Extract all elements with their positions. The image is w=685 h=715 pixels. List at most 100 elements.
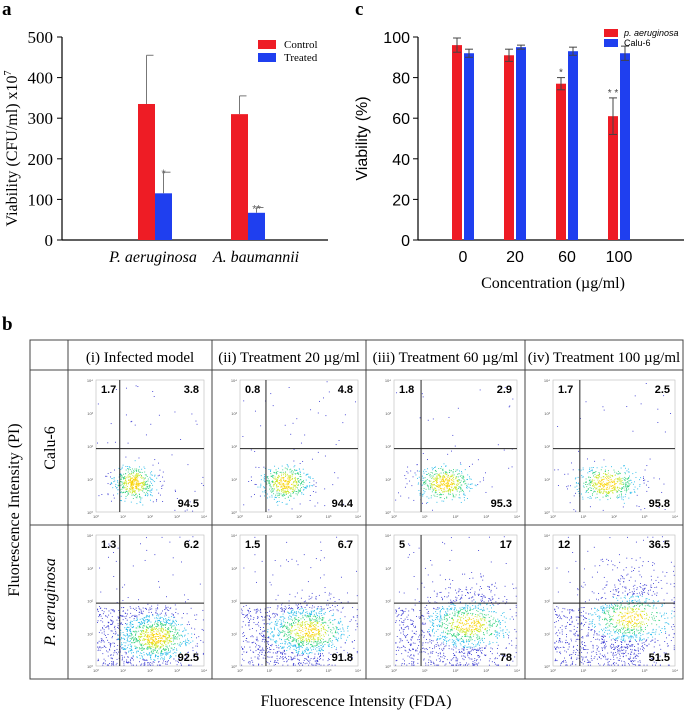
b-event-dot	[594, 491, 596, 493]
b-event-dot	[458, 487, 460, 489]
b-event-dot	[423, 490, 425, 492]
b-event-dot	[129, 480, 131, 482]
b-event-dot	[439, 475, 441, 477]
b-event-dot	[160, 625, 162, 627]
b-event-dot	[173, 621, 175, 622]
b-event-dot	[298, 480, 300, 482]
b-event-dot	[135, 619, 137, 621]
b-event-dot	[456, 473, 458, 475]
b-event-dot	[126, 477, 128, 479]
b-event-dot	[122, 658, 124, 660]
b-event-dot	[280, 479, 282, 481]
b-event-dot	[197, 654, 199, 656]
b-event-dot	[303, 640, 305, 642]
b-event-dot	[284, 484, 286, 486]
b-event-dot	[352, 641, 354, 643]
b-event-dot	[318, 664, 320, 666]
b-event-dot	[128, 479, 129, 481]
b-event-dot	[311, 641, 313, 643]
b-event-dot	[144, 483, 146, 485]
b-event-dot	[274, 641, 275, 643]
b-event-dot	[321, 649, 323, 651]
b-event-dot	[298, 637, 299, 639]
b-event-dot	[136, 473, 138, 475]
b-event-dot	[293, 448, 295, 450]
b-event-dot	[491, 626, 493, 627]
b-event-dot	[324, 488, 326, 490]
b-event-dot	[305, 658, 307, 660]
b-event-dot	[613, 485, 615, 487]
b-event-dot	[147, 603, 149, 605]
b-event-dot	[139, 633, 141, 635]
b-event-dot	[279, 634, 281, 636]
b-event-dot	[324, 631, 326, 633]
b-event-dot	[277, 634, 278, 636]
b-event-dot	[131, 648, 133, 650]
b-event-dot	[134, 609, 136, 611]
b-event-dot	[294, 469, 296, 471]
b-event-dot	[432, 418, 434, 420]
b-event-dot	[175, 608, 177, 610]
b-event-dot	[160, 640, 161, 642]
b-event-dot	[588, 480, 590, 481]
b-event-dot	[597, 474, 599, 476]
b-event-dot	[280, 643, 282, 645]
b-event-dot	[150, 648, 152, 650]
b-event-dot	[169, 631, 171, 633]
b-event-dot	[112, 642, 114, 644]
b-event-dot	[114, 650, 116, 652]
b-event-dot	[147, 490, 149, 492]
b-event-dot	[263, 477, 265, 479]
b-event-dot	[116, 639, 118, 641]
b-event-dot	[142, 482, 144, 484]
b-event-dot	[278, 476, 280, 478]
b-event-dot	[453, 481, 455, 483]
b-event-dot	[459, 491, 460, 493]
b-event-dot	[272, 480, 274, 482]
b-plot-box	[552, 379, 676, 513]
b-event-dot	[137, 650, 139, 652]
b-event-dot	[287, 492, 289, 494]
b-event-dot	[464, 610, 466, 611]
b-event-dot	[157, 619, 159, 621]
b-event-dot	[168, 634, 169, 636]
b-event-dot	[599, 492, 601, 494]
b-event-dot	[443, 483, 445, 485]
b-event-dot	[309, 626, 311, 628]
b-event-dot	[605, 488, 607, 490]
b-event-dot	[257, 638, 258, 640]
b-event-dot	[153, 635, 154, 637]
b-event-dot	[464, 483, 466, 485]
b-event-dot	[265, 492, 266, 494]
b-event-dot	[192, 640, 194, 642]
b-event-dot	[154, 647, 156, 649]
b-event-dot	[290, 488, 292, 490]
b-event-dot	[273, 487, 275, 489]
b-event-dot	[322, 608, 324, 610]
b-event-dot	[147, 615, 149, 617]
b-event-dot	[143, 488, 145, 490]
b-event-dot	[144, 664, 146, 666]
b-event-dot	[353, 640, 355, 642]
b-event-dot	[146, 495, 148, 497]
b-event-dot	[157, 475, 159, 477]
b-event-dot	[273, 616, 275, 618]
b-event-dot	[162, 658, 164, 660]
b-event-dot	[172, 619, 174, 621]
b-event-dot	[313, 484, 315, 486]
b-event-dot	[432, 478, 434, 480]
b-event-dot	[306, 633, 308, 635]
b-event-dot	[243, 660, 245, 662]
b-event-dot	[423, 483, 425, 485]
b-event-dot	[156, 477, 158, 479]
b-event-dot	[613, 486, 615, 488]
b-event-dot	[292, 652, 294, 654]
b-event-dot	[247, 610, 249, 612]
b-event-dot	[143, 663, 145, 665]
b-event-dot	[298, 622, 300, 624]
b-event-dot	[100, 641, 102, 643]
b-event-dot	[127, 635, 129, 637]
b-event-dot	[301, 642, 303, 644]
b-event-dot	[606, 486, 608, 488]
